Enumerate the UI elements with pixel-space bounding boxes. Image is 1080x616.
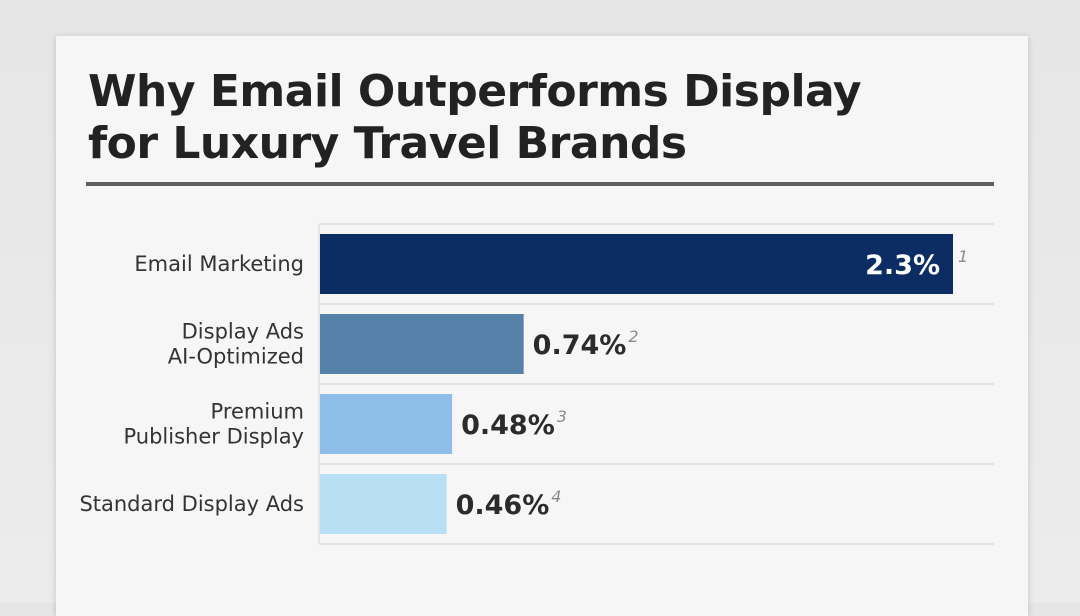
bar-chart: Email Marketing 2.3% 1 Display AdsAI-Optimi… (79, 223, 994, 545)
bar-2 (320, 314, 524, 374)
chart-title: Why Email Outperforms Display for Luxury… (88, 66, 862, 170)
bar-4 (320, 474, 447, 534)
value-label-1: 2.3% (865, 250, 940, 281)
category-label-3-line-2: Publisher Display (124, 425, 305, 449)
chart-title-line-2: for Luxury Travel Brands (88, 118, 687, 169)
bar-3 (320, 394, 453, 454)
bar-1 (320, 234, 953, 294)
category-label-2-line-2: AI-Optimized (168, 345, 304, 369)
category-label-2-line-1: Display Ads (182, 320, 304, 344)
value-label-4: 0.46% (456, 490, 550, 521)
footnote-marker-2: 2 (628, 327, 638, 346)
category-label-3-line-1: Premium (211, 400, 304, 424)
value-label-2: 0.74% (533, 330, 627, 361)
category-label-1: Email Marketing (134, 252, 304, 276)
footnote-marker-4: 4 (551, 487, 561, 506)
chart-card: Why Email Outperforms Display for Luxury… (56, 36, 1028, 616)
footnote-marker-3: 3 (557, 407, 567, 426)
title-divider (86, 182, 994, 186)
chart-title-line-1: Why Email Outperforms Display (88, 66, 862, 117)
value-label-3: 0.48% (461, 410, 555, 441)
footnote-marker-1: 1 (958, 247, 968, 266)
category-label-4: Standard Display Ads (79, 492, 304, 516)
